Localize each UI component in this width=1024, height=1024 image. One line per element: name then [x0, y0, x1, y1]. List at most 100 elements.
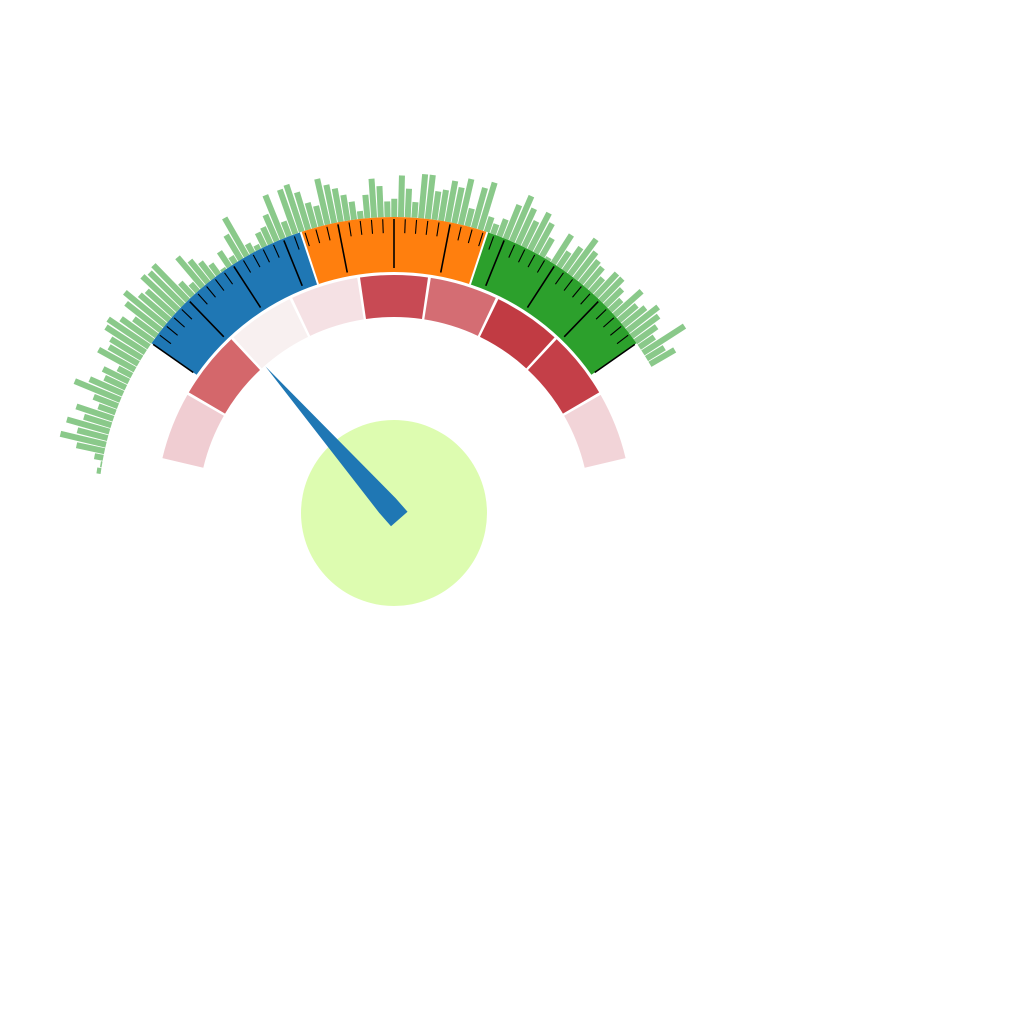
- minor-tick: [488, 236, 495, 250]
- outer-bar: [137, 292, 172, 323]
- outer-bar: [633, 324, 659, 345]
- band-separator: [469, 231, 489, 285]
- outer-bar: [477, 181, 498, 231]
- outer-bar: [107, 344, 140, 367]
- minor-tick: [457, 226, 462, 241]
- gauge-needle: [265, 366, 408, 527]
- outer-bar: [208, 262, 221, 277]
- outer-bar: [198, 260, 216, 281]
- outer-bar: [457, 178, 475, 226]
- minor-tick: [436, 222, 440, 237]
- outer-bar: [616, 303, 639, 323]
- outer-bar: [66, 416, 111, 435]
- major-tick: [283, 240, 303, 287]
- outer-bar: [122, 290, 168, 328]
- outer-bar: [598, 276, 625, 304]
- outer-bar: [621, 305, 648, 329]
- outer-bar: [88, 376, 125, 397]
- outer-bar: [151, 263, 190, 303]
- minor-tick: [359, 220, 363, 235]
- outer-bar: [106, 316, 151, 350]
- outer-bar: [588, 276, 606, 294]
- outer-bar: [175, 255, 206, 290]
- outer-bar: [124, 300, 163, 333]
- outer-bar: [376, 185, 384, 218]
- major-tick: [526, 265, 555, 308]
- outer-bar: [313, 205, 325, 227]
- minor-tick: [304, 232, 310, 247]
- outer-bar: [59, 430, 107, 448]
- inner-ring-segment: [564, 394, 626, 468]
- outer-bar: [593, 271, 620, 299]
- minor-tick: [595, 309, 607, 320]
- outer-bar: [97, 403, 117, 416]
- minor-tick: [370, 219, 374, 234]
- outer-bar: [418, 173, 429, 219]
- outer-bar: [578, 259, 601, 286]
- minor-tick: [242, 260, 252, 273]
- outer-bar: [438, 189, 449, 222]
- outer-bar: [140, 274, 181, 313]
- scale-ticks: [152, 219, 636, 374]
- outer-bar: [220, 266, 227, 273]
- minor-tick: [252, 254, 261, 268]
- outer-bar: [356, 210, 364, 220]
- outer-bar: [119, 316, 155, 344]
- outer-bar: [637, 334, 657, 350]
- outer-bar: [223, 233, 244, 262]
- scale-bands: [151, 217, 637, 375]
- outer-bar: [340, 194, 351, 222]
- outer-bar: [561, 245, 584, 273]
- outer-bar: [348, 201, 358, 221]
- outer-bar: [515, 207, 537, 246]
- major-tick: [152, 343, 194, 374]
- outer-bar: [612, 288, 644, 318]
- major-tick: [594, 343, 636, 374]
- outer-bar: [572, 250, 599, 281]
- outer-bar: [277, 188, 299, 235]
- outer-bar: [244, 242, 256, 255]
- outer-bar: [368, 178, 378, 218]
- minor-tick: [518, 249, 526, 263]
- inner-ring-segment: [424, 277, 496, 336]
- outer-bar: [644, 345, 666, 362]
- outer-bar: [539, 237, 555, 259]
- outer-bar: [294, 191, 312, 231]
- outer-bar: [641, 323, 687, 356]
- outer-bar: [76, 427, 109, 442]
- minor-tick: [508, 244, 516, 258]
- outer-bar: [73, 378, 122, 403]
- outer-bar: [464, 207, 475, 227]
- minor-tick: [404, 219, 406, 234]
- outer-bar: [331, 188, 344, 223]
- minor-tick: [610, 325, 622, 336]
- outer-bar: [283, 183, 305, 233]
- outer-bar: [424, 174, 436, 220]
- minor-tick: [262, 249, 270, 263]
- outer-bar: [404, 188, 413, 218]
- minor-tick: [173, 317, 185, 328]
- outer-bar: [254, 231, 268, 249]
- outer-bar: [411, 201, 419, 218]
- minor-tick: [348, 222, 352, 237]
- outer-bar: [101, 366, 131, 385]
- outer-bar: [544, 256, 552, 262]
- outer-bar: [104, 324, 147, 355]
- minor-tick: [616, 334, 629, 345]
- outer-bar: [187, 258, 211, 285]
- outer-bar: [470, 187, 488, 229]
- outer-bar: [323, 184, 338, 224]
- minor-tick: [197, 293, 208, 305]
- minor-tick: [563, 279, 574, 291]
- outer-bar: [97, 346, 137, 373]
- minor-tick: [181, 309, 193, 320]
- inner-ring: [162, 275, 626, 468]
- major-tick: [233, 265, 262, 308]
- inner-ring-segment: [360, 275, 428, 320]
- outer-bar: [93, 453, 104, 461]
- outer-bar: [625, 304, 661, 334]
- minor-tick: [414, 219, 418, 234]
- outer-bar: [496, 218, 509, 238]
- outer-bar: [629, 313, 661, 339]
- inner-ring-segment: [188, 339, 261, 414]
